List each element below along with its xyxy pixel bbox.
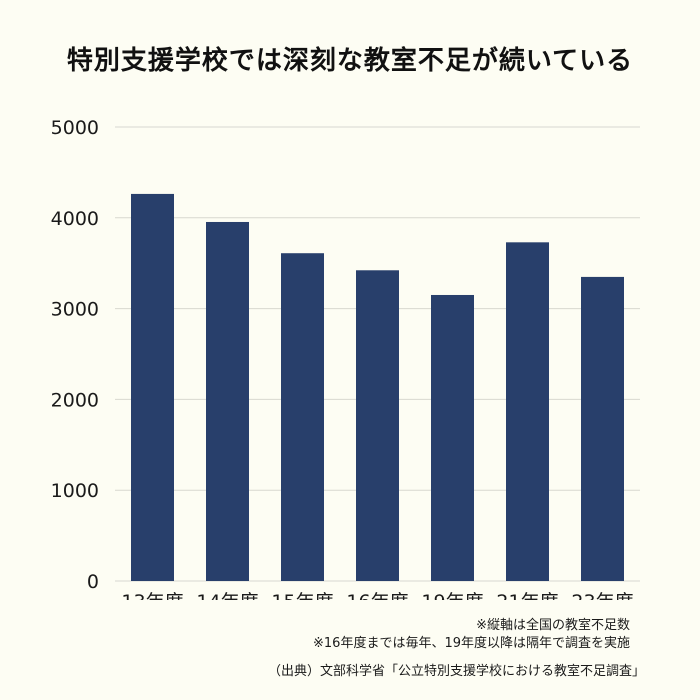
y-tick-label: 0 [87,571,99,593]
source-citation: （出典）文部科学省「公立特別支援学校における教室不足調査」 [267,664,645,679]
x-tick-label: 23年度 [571,591,633,600]
axis-note: ※縦軸は全国の教室不足数 [476,618,630,633]
x-tick-label: 14年度 [196,591,258,600]
bar [356,270,399,581]
bar [581,276,624,581]
survey-note: ※16年度までは毎年、19年度以降は隔年で調査を実施 [313,636,630,651]
x-tick-label: 19年度 [421,591,483,600]
chart-title: 特別支援学校では深刻な教室不足が続いている [66,46,634,76]
y-tick-label: 3000 [51,299,99,321]
x-tick-label: 13年度 [121,591,183,600]
x-tick-label: 16年度 [346,591,408,600]
bar [281,253,324,581]
y-tick-label: 1000 [51,480,99,502]
bar-chart: 0 1000 2000 3000 4000 5000 13年度 14年度 15年度 16年度 19… [51,117,640,600]
bar [131,193,174,581]
x-tick-label: 21年度 [496,591,558,600]
bars [131,193,624,582]
y-tick-label: 5000 [51,117,99,139]
x-tick-label: 15年度 [271,591,333,600]
bar [431,294,474,581]
y-axis-ticks: 0 1000 2000 3000 4000 5000 [51,117,99,593]
x-axis-ticks: 13年度 14年度 15年度 16年度 19年度 21年度 23年度 [121,591,633,600]
bar [206,221,249,581]
y-tick-label: 2000 [51,389,99,411]
bar [506,242,549,582]
y-tick-label: 4000 [51,208,99,230]
